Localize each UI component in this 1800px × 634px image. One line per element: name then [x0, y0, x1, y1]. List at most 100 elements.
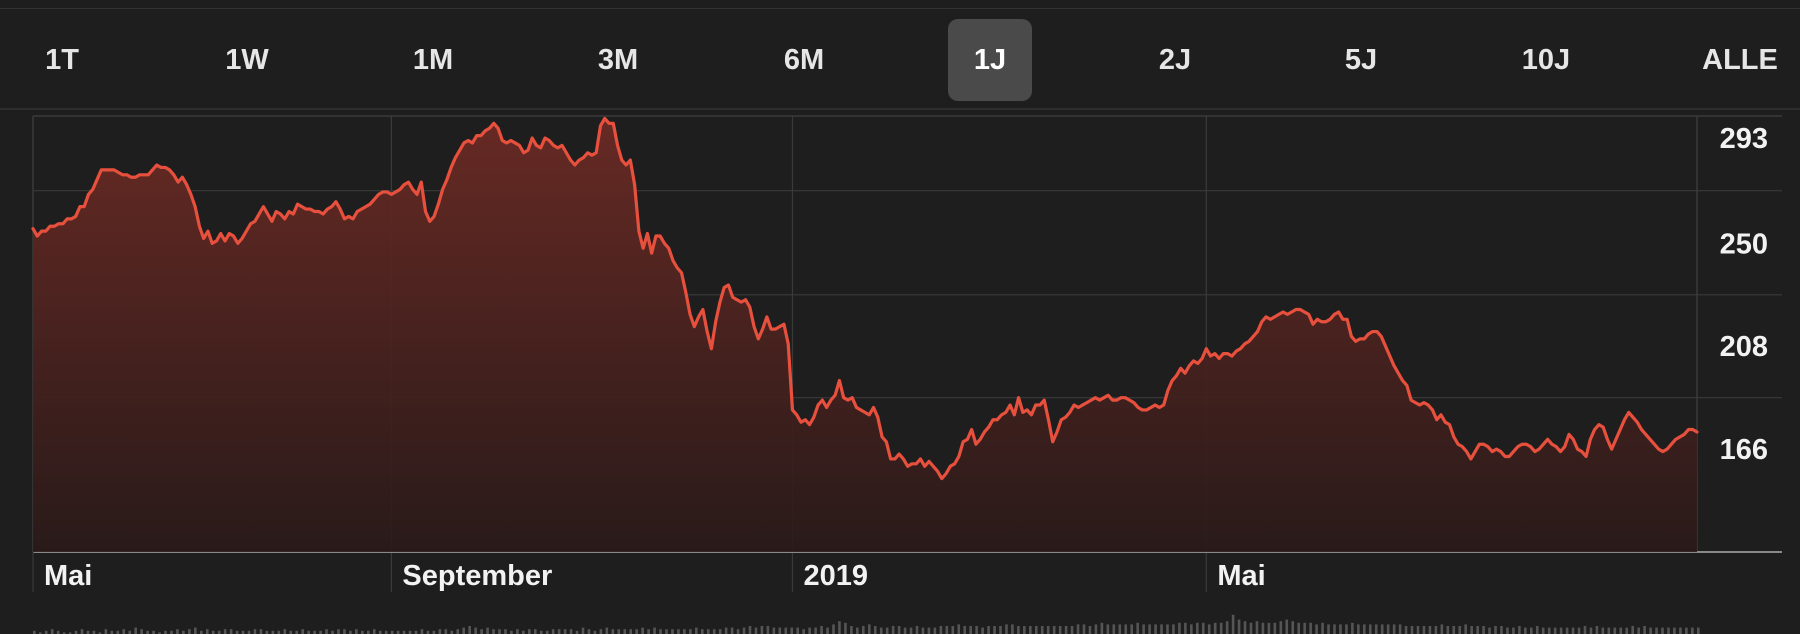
range-tab-1w[interactable]: 1W	[225, 43, 269, 76]
price-point	[254, 220, 256, 222]
volume-bar	[700, 629, 704, 634]
volume-bar	[450, 630, 454, 634]
price-point	[330, 205, 332, 207]
range-tab-5j[interactable]: 5J	[1344, 43, 1378, 76]
price-point	[1538, 448, 1540, 450]
volume-bar	[98, 632, 102, 634]
range-tab-1t[interactable]: 1T	[45, 43, 79, 76]
price-point	[343, 218, 345, 220]
price-point	[1564, 445, 1566, 447]
price-point	[1474, 450, 1476, 452]
price-point	[296, 203, 298, 205]
range-tab-1j[interactable]: 1J	[948, 19, 1032, 101]
volume-bar	[277, 630, 281, 634]
price-point	[860, 409, 862, 411]
volume-bar	[1470, 626, 1473, 634]
range-tab-2j[interactable]: 2J	[1158, 43, 1192, 76]
price-point	[1141, 409, 1143, 411]
price-point	[501, 139, 503, 141]
price-point	[463, 142, 465, 144]
volume-bar	[1357, 624, 1360, 634]
volume-bar	[384, 630, 388, 634]
price-point	[804, 419, 806, 421]
volume-bar	[1267, 622, 1271, 634]
volume-bar	[1464, 624, 1467, 634]
volume-bar	[1619, 627, 1623, 634]
price-point	[1444, 421, 1446, 423]
price-point	[1030, 414, 1032, 416]
price-point	[1111, 399, 1113, 401]
volume-bar	[1482, 626, 1485, 634]
price-point	[881, 436, 883, 438]
price-point	[932, 465, 934, 467]
price-point	[36, 235, 38, 237]
volume-bar	[235, 630, 239, 634]
volume-bar	[796, 627, 800, 634]
volume-bar	[557, 629, 561, 634]
price-point	[104, 169, 106, 171]
top-divider	[0, 8, 1800, 9]
volume-bar	[981, 627, 984, 634]
price-point	[1261, 321, 1263, 323]
range-tab-alle[interactable]: ALLE	[1702, 43, 1778, 76]
price-point	[1188, 365, 1190, 367]
volume-bar	[778, 627, 782, 634]
price-point	[1162, 404, 1164, 406]
price-point	[147, 174, 149, 176]
price-point	[1645, 433, 1647, 435]
price-point	[386, 191, 388, 193]
range-tab-1m[interactable]: 1M	[412, 43, 454, 76]
price-point	[702, 308, 704, 310]
volume-bar	[1380, 624, 1384, 634]
volume-bar	[1524, 627, 1527, 634]
volume-bar	[1172, 624, 1175, 634]
volume-bar	[349, 630, 352, 634]
volume-bar	[1118, 624, 1122, 634]
volume-bar	[378, 630, 382, 634]
price-point	[1508, 455, 1510, 457]
price-point	[237, 242, 239, 244]
volume-bar	[1607, 627, 1611, 634]
range-tab-3m[interactable]: 3M	[597, 43, 639, 76]
price-point	[1687, 428, 1689, 430]
volume-bar	[1661, 627, 1664, 634]
price-point	[207, 230, 209, 232]
price-point	[650, 252, 652, 254]
price-point	[1478, 443, 1480, 445]
range-tab-10j[interactable]: 10J	[1521, 43, 1571, 76]
volume-bar	[420, 629, 424, 634]
range-tab-6m[interactable]: 6M	[783, 43, 825, 76]
volume-bar	[295, 630, 299, 634]
price-point	[1431, 409, 1433, 411]
price-point	[160, 166, 162, 168]
price-point	[1056, 431, 1058, 433]
volume-bar	[116, 630, 120, 634]
price-point	[1610, 448, 1612, 450]
volume-bar	[1398, 624, 1402, 634]
price-point	[1329, 318, 1331, 320]
volume-bar	[1673, 627, 1676, 634]
volume-bar	[641, 627, 644, 634]
price-point	[1273, 316, 1275, 318]
volume-bar	[402, 630, 406, 634]
volume-bar	[1655, 627, 1658, 634]
price-point	[1090, 399, 1092, 401]
price-point	[1265, 316, 1267, 318]
volume-bar	[993, 626, 996, 634]
volume-bar	[164, 630, 167, 634]
price-point	[1491, 450, 1493, 452]
price-point	[441, 188, 443, 190]
volume-bar	[1082, 624, 1086, 634]
price-point	[586, 152, 588, 154]
price-point	[1278, 313, 1280, 315]
volume-bar	[50, 629, 54, 634]
volume-bar	[1327, 624, 1330, 634]
volume-bar	[1064, 626, 1068, 634]
price-point	[134, 176, 136, 178]
volume-bar	[1160, 624, 1163, 634]
volume-bar	[1058, 626, 1062, 634]
volume-bar	[486, 627, 489, 634]
price-point	[215, 240, 217, 242]
price-point	[514, 142, 516, 144]
